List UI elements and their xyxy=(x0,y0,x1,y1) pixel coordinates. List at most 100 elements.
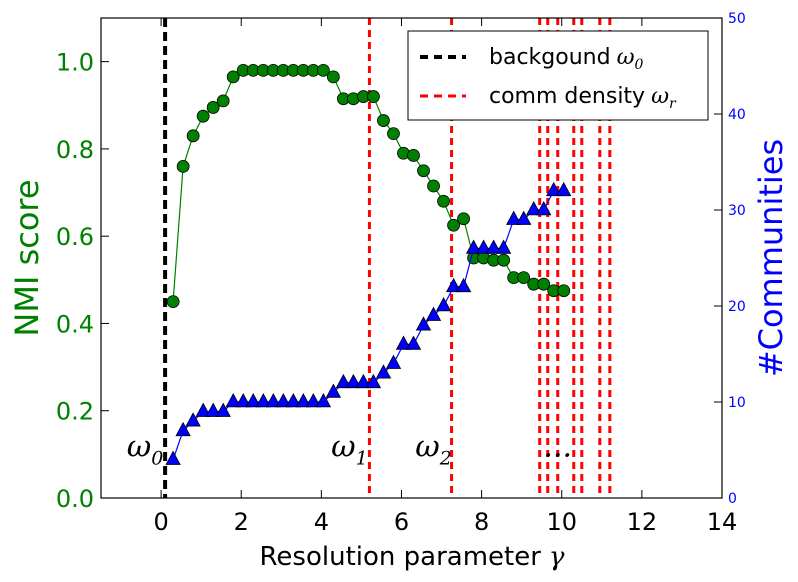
nmi-point-20 xyxy=(367,90,380,103)
communities-point-18 xyxy=(345,373,362,389)
x-tick-label-5: 10 xyxy=(546,508,577,536)
x-tick-label-0: 0 xyxy=(153,508,168,536)
communities-point-23 xyxy=(395,335,412,350)
legend-label-background: backgound ω0 xyxy=(489,45,644,73)
y-right-tick-label-5: 50 xyxy=(728,11,746,27)
communities-point-30 xyxy=(465,239,482,254)
communities-point-19 xyxy=(355,373,372,389)
x-tick-label-3: 6 xyxy=(394,508,409,536)
legend-label-comm-density: comm density ωr xyxy=(489,84,677,112)
communities-point-0 xyxy=(165,450,181,465)
communities-point-10 xyxy=(265,393,281,408)
communities-point-12 xyxy=(285,393,301,408)
nmi-point-15 xyxy=(316,63,330,77)
nmi-point-16 xyxy=(326,70,340,84)
nmi-point-29 xyxy=(457,212,470,226)
communities-point-37 xyxy=(536,201,552,216)
communities-point-4 xyxy=(205,402,221,417)
x-tick-label-4: 8 xyxy=(474,508,489,536)
communities-point-27 xyxy=(435,297,452,312)
legend-box xyxy=(407,30,709,121)
communities-point-34 xyxy=(506,210,522,225)
x-tick-label-6: 12 xyxy=(627,508,658,536)
nmi-point-2 xyxy=(186,129,200,143)
nmi-point-6 xyxy=(226,70,240,84)
communities-point-17 xyxy=(335,373,352,389)
nmi-point-1 xyxy=(176,159,190,173)
communities-point-31 xyxy=(475,239,492,254)
y-left-tick-label-5: 1.0 xyxy=(56,49,94,77)
communities-point-8 xyxy=(245,393,261,408)
annotation-0: ω0 xyxy=(127,429,164,469)
annotation-3: ... xyxy=(543,429,572,464)
communities-point-7 xyxy=(235,393,251,408)
x-axis-label: Resolution parameter γ xyxy=(260,542,565,572)
nmi-point-27 xyxy=(437,194,450,208)
y-right-tick-label-2: 20 xyxy=(728,299,746,315)
nmi-point-35 xyxy=(517,271,531,285)
nmi-point-4 xyxy=(206,101,220,114)
communities-point-14 xyxy=(305,393,321,408)
series-layer xyxy=(165,63,572,465)
annotation-2: ω2 xyxy=(415,429,452,469)
y-left-axis-label: NMI score xyxy=(8,179,46,336)
nmi-point-39 xyxy=(557,284,571,298)
nmi-point-0 xyxy=(166,295,180,309)
communities-point-22 xyxy=(385,354,402,369)
y-left-tick-label-2: 0.4 xyxy=(56,310,94,338)
communities-point-29 xyxy=(455,277,472,293)
y-right-tick-label-4: 40 xyxy=(728,107,746,123)
communities-point-6 xyxy=(225,393,241,408)
communities-point-36 xyxy=(526,201,542,216)
communities-point-28 xyxy=(445,277,462,293)
series-line-1 xyxy=(172,190,564,460)
communities-point-35 xyxy=(516,210,532,225)
nmi-point-25 xyxy=(417,164,430,178)
y-left-tick-label-0: 0.0 xyxy=(56,485,94,513)
y-left-tick-label-4: 0.8 xyxy=(56,136,94,164)
y-right-tick-label-3: 30 xyxy=(728,203,746,219)
nmi-point-21 xyxy=(377,114,390,127)
x-tick-label-2: 4 xyxy=(314,508,329,536)
nmi-point-3 xyxy=(196,109,210,123)
nmi-point-24 xyxy=(407,149,420,162)
y-right-axis-label: #Communities xyxy=(752,139,790,377)
y-right-tick-label-0: 0 xyxy=(728,491,737,507)
annotation-1: ω1 xyxy=(331,429,368,469)
communities-point-33 xyxy=(495,239,512,254)
annotations-layer: ω0 ω1 ω2... xyxy=(127,429,572,469)
communities-point-9 xyxy=(255,393,271,408)
legend: backgound ω0 comm density ωr xyxy=(407,30,709,121)
communities-point-32 xyxy=(485,239,502,254)
ticks-layer: 0 2 4 6 8 10 12 14 0.0 0.2 0.4 0.6 0.8 1.0 0 10 20 30 40 50 xyxy=(56,11,746,536)
communities-point-15 xyxy=(315,393,332,408)
nmi-point-33 xyxy=(497,253,511,267)
vertical-lines xyxy=(163,18,612,498)
nmi-point-5 xyxy=(216,94,230,108)
communities-point-38 xyxy=(546,181,562,197)
communities-point-3 xyxy=(195,402,211,417)
x-tick-label-7: 14 xyxy=(707,508,738,536)
x-tick-label-1: 2 xyxy=(234,508,249,536)
communities-point-26 xyxy=(425,306,442,321)
communities-point-20 xyxy=(365,373,382,389)
communities-point-2 xyxy=(185,412,201,427)
y-left-tick-label-1: 0.2 xyxy=(56,398,94,426)
nmi-point-28 xyxy=(447,218,460,232)
communities-point-1 xyxy=(175,421,191,437)
communities-point-21 xyxy=(375,364,392,379)
communities-point-16 xyxy=(325,383,342,398)
communities-point-39 xyxy=(556,181,572,197)
y-right-tick-label-1: 10 xyxy=(728,395,746,411)
y-left-tick-label-3: 0.6 xyxy=(56,223,94,251)
communities-point-24 xyxy=(405,335,422,350)
communities-point-13 xyxy=(295,393,311,408)
nmi-point-26 xyxy=(427,179,440,193)
nmi-point-22 xyxy=(387,127,400,141)
plot-frame xyxy=(100,17,723,499)
communities-point-5 xyxy=(215,402,231,417)
nmi-point-37 xyxy=(537,277,551,291)
communities-point-11 xyxy=(275,393,291,408)
communities-point-25 xyxy=(415,316,432,331)
